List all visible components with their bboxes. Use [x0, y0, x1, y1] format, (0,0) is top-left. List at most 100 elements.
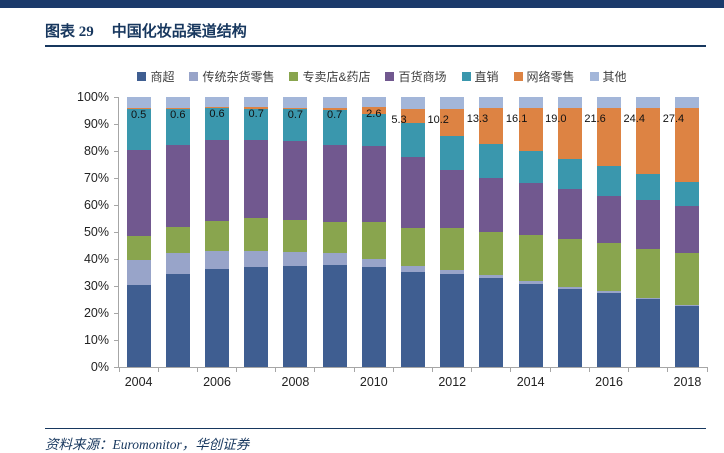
bar-segment — [675, 305, 700, 367]
bar-segment — [322, 107, 347, 110]
bar-segment — [244, 107, 269, 109]
x-axis-tick — [118, 367, 120, 372]
bar-segment — [518, 234, 543, 282]
x-axis-tick — [236, 367, 238, 372]
bar-segment — [440, 169, 465, 228]
legend-item: 其他 — [589, 68, 627, 85]
bar-segment — [597, 166, 622, 197]
bar-segment — [675, 97, 700, 109]
bar-segment — [244, 97, 269, 108]
bar-segment — [636, 107, 661, 174]
stacked-bar — [440, 97, 465, 367]
bar-segment — [165, 253, 190, 275]
bar-segment — [205, 106, 229, 109]
y-axis-tick — [114, 340, 119, 341]
x-axis-tick — [706, 367, 708, 372]
legend-item: 专卖店&药店 — [289, 68, 370, 85]
x-axis-tick — [196, 367, 198, 372]
legend-label: 网络零售 — [526, 70, 575, 84]
stacked-bar — [597, 97, 622, 367]
value-label: 0.6 — [170, 108, 186, 121]
value-label: 13.3 — [466, 113, 489, 126]
bar-segment — [518, 97, 543, 108]
x-axis-tick — [471, 367, 473, 372]
bar-segment — [479, 232, 504, 275]
bar-segment — [440, 269, 465, 275]
stacked-bar — [283, 97, 308, 367]
bar-slot: 0.7 — [237, 97, 276, 367]
bar-segment — [126, 284, 151, 367]
bar-segment — [479, 277, 504, 367]
bar-segment — [479, 108, 504, 145]
x-axis-label: 2018 — [673, 375, 702, 389]
bar-slot: 13.3 — [467, 97, 511, 367]
bar-segment — [283, 109, 308, 142]
bar-segment — [557, 289, 582, 367]
bar-segment — [283, 107, 308, 110]
stacked-bar — [322, 97, 347, 367]
bar-segment — [597, 291, 622, 294]
value-label: 10.2 — [427, 113, 449, 126]
bar-segment — [401, 156, 426, 228]
bar-segment — [165, 107, 190, 110]
bar-segment — [636, 97, 661, 108]
x-axis-tick — [392, 367, 394, 372]
bar-segment — [557, 97, 582, 108]
bar-segment — [361, 114, 386, 147]
bar-segment — [322, 144, 347, 222]
x-axis-label: 2004 — [124, 375, 153, 389]
bar-segment — [557, 159, 582, 189]
bar-segment — [440, 274, 465, 367]
bar-segment — [479, 97, 504, 109]
bar-segment — [597, 293, 622, 367]
legend-swatch-icon — [289, 72, 299, 81]
legend-swatch-icon — [385, 72, 395, 81]
bar-segment — [126, 109, 151, 150]
legend-label: 商超 — [150, 70, 175, 84]
bar-segment — [244, 139, 269, 218]
bar-slot: 0.7 — [315, 97, 354, 367]
value-label: 5.3 — [391, 113, 407, 126]
bar-segment — [401, 122, 426, 157]
stacked-bar — [675, 97, 700, 367]
bar-segment — [636, 249, 661, 298]
y-axis-tick — [114, 286, 119, 287]
y-axis-tick — [114, 259, 119, 260]
x-axis-label: 2008 — [281, 375, 310, 389]
bar-slot: 16.1 2014 — [506, 97, 550, 389]
bar-segment — [361, 146, 386, 222]
y-axis-tick-label: 70% — [83, 171, 109, 185]
bar-slot: 24.4 — [624, 97, 668, 367]
bar-segment — [205, 251, 229, 269]
bar-segment — [401, 97, 426, 109]
y-axis-tick-label: 90% — [83, 117, 109, 131]
legend-item: 商超 — [137, 68, 174, 85]
bar-segment — [401, 227, 426, 267]
value-label: 21.6 — [584, 112, 606, 125]
value-label: 0.6 — [209, 107, 225, 120]
value-label: 19.0 — [545, 112, 567, 125]
bar-segment — [479, 274, 504, 278]
bar-slot: 10.2 2012 — [428, 97, 472, 389]
bar-segment — [361, 107, 386, 115]
bar-segment — [322, 221, 347, 254]
value-label: 0.7 — [326, 108, 343, 121]
bar-segment — [322, 253, 347, 266]
x-axis-tick — [353, 367, 355, 372]
bar-slot: 5.3 — [391, 97, 432, 367]
y-axis-tick-label: 50% — [83, 225, 109, 239]
value-label: 24.4 — [623, 112, 645, 125]
x-axis-label: 2006 — [203, 375, 231, 389]
plot-area: 100% 90% 80% 70% 60% 50% 40% 30% 20% 10% 0% 0.5 2004… — [77, 90, 708, 389]
legend-swatch-icon — [137, 72, 147, 81]
x-axis-label: 2010 — [359, 375, 388, 389]
x-axis-tick — [588, 367, 590, 372]
x-axis-label: 2012 — [438, 375, 467, 389]
bar-segment — [205, 221, 229, 252]
bar-segment — [479, 178, 504, 233]
value-label: 0.7 — [248, 107, 264, 120]
bar-segment — [205, 269, 229, 367]
bar-segment — [126, 149, 151, 237]
bar-segment — [165, 109, 190, 146]
bar-segment — [675, 108, 700, 183]
